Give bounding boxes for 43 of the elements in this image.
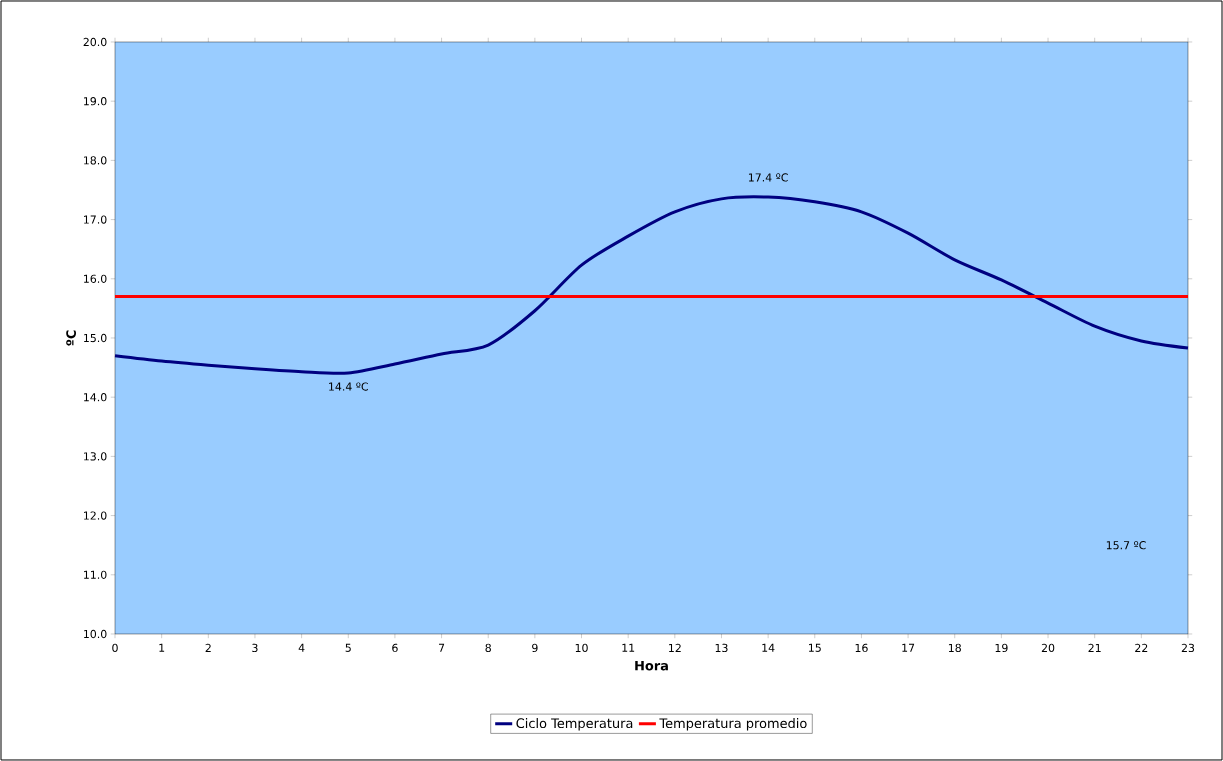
x-tick-label: 8 <box>485 643 491 653</box>
annotation: 14.4 ºC <box>329 382 368 391</box>
x-tick-label: 11 <box>622 643 635 652</box>
x-tick-label: 10 <box>575 643 588 653</box>
x-tick-label: 18 <box>948 643 961 653</box>
x-tick-label: 2 <box>205 643 211 652</box>
x-tick-label: 6 <box>392 643 398 653</box>
y-axis-title: ºC <box>66 330 76 346</box>
x-tick-label: 23 <box>1181 643 1195 653</box>
y-tick-label: 12.0 <box>84 511 107 520</box>
legend-label: Temperatura promedio <box>659 718 807 731</box>
x-tick-label: 1 <box>159 643 165 652</box>
annotation: 15.7 ºC <box>1106 541 1146 550</box>
x-tick-label: 21 <box>1088 643 1101 652</box>
y-tick-label: 18.0 <box>84 156 107 165</box>
y-tick-label: 17.0 <box>84 215 107 224</box>
y-tick-label: 13.0 <box>84 452 107 461</box>
x-tick-label: 16 <box>855 643 868 653</box>
x-axis-title: Hora <box>635 660 668 671</box>
x-tick-label: 15 <box>809 643 821 652</box>
x-tick-label: 7 <box>438 643 445 652</box>
y-tick-label: 20.0 <box>83 37 107 47</box>
y-tick-label: 16.0 <box>84 274 107 283</box>
line-series <box>113 195 1190 375</box>
x-tick-label: 20 <box>1041 643 1055 653</box>
x-tick-label: 3 <box>252 643 258 653</box>
legend-label: Ciclo Temperatura <box>516 718 633 731</box>
x-tick-label: 22 <box>1135 643 1148 652</box>
annotation: 17.4 ºC <box>748 173 788 182</box>
y-tick-label: 15.0 <box>84 333 107 343</box>
y-tick-label: 14.0 <box>84 393 107 402</box>
y-tick-label: 19.0 <box>84 97 107 106</box>
x-tick-label: 14 <box>762 643 775 652</box>
x-tick-label: 4 <box>298 643 305 652</box>
y-tick-label: 10.0 <box>84 629 107 639</box>
x-tick-label: 0 <box>112 643 118 653</box>
x-tick-label: 5 <box>345 643 351 652</box>
x-tick-label: 17 <box>902 643 915 652</box>
y-tick-label: 11.0 <box>84 570 107 579</box>
x-tick-label: 12 <box>669 643 681 652</box>
x-tick-label: 9 <box>532 643 538 653</box>
x-tick-label: 13 <box>715 643 728 653</box>
x-tick-label: 19 <box>995 643 1008 653</box>
